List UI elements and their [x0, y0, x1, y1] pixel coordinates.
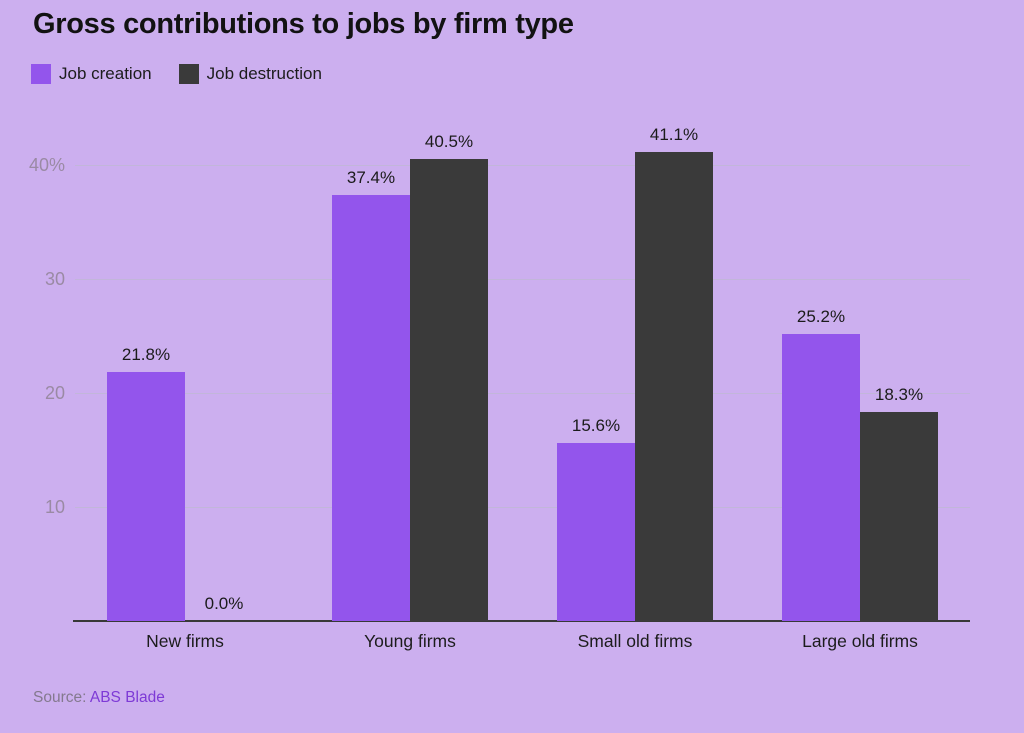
- bar-job-destruction: [410, 159, 488, 621]
- x-axis-category-label: Young firms: [364, 631, 456, 651]
- bar-job-creation: [107, 372, 185, 621]
- y-axis-label: 40%: [28, 155, 65, 175]
- bar-job-creation: [332, 194, 410, 621]
- bar-job-destruction: [860, 412, 938, 621]
- source-line: Source: ABS Blade: [33, 689, 165, 707]
- x-axis-category-label: Large old firms: [802, 631, 918, 651]
- bar-value-label: 25.2%: [796, 306, 846, 326]
- bar-group: 15.6% 41.1%: [557, 120, 713, 621]
- gridline: [75, 393, 970, 394]
- legend-label: Job creation: [59, 64, 152, 83]
- chart-title: Gross contributions to jobs by firm type: [33, 8, 574, 40]
- x-axis-line: [73, 620, 970, 622]
- y-axis-label: 10: [44, 497, 65, 517]
- legend-item-job-creation: Job creation: [31, 64, 152, 84]
- gridline: [75, 507, 970, 508]
- source-prefix: Source:: [33, 689, 90, 706]
- legend-swatch-icon: [31, 64, 51, 84]
- legend-label: Job destruction: [206, 64, 322, 83]
- bar-job-creation: [782, 333, 860, 621]
- x-axis-category-label: New firms: [146, 631, 224, 651]
- bar-value-label: 37.4%: [346, 167, 396, 187]
- source-link[interactable]: ABS Blade: [89, 689, 165, 706]
- bar-value-label: 40.5%: [424, 132, 474, 152]
- bar-value-label: 41.1%: [649, 125, 699, 145]
- legend-item-job-destruction: Job destruction: [178, 64, 322, 84]
- x-axis-category-label: Small old firms: [577, 631, 693, 651]
- bar-job-destruction: [635, 152, 713, 621]
- bar-group: 21.8% 0.0%: [107, 120, 263, 621]
- bar-value-label: 15.6%: [571, 416, 621, 436]
- bar-group: 25.2% 18.3%: [782, 120, 938, 621]
- bar-value-label: 0.0%: [204, 594, 244, 613]
- y-axis-label: 20: [44, 383, 65, 403]
- gridline: [75, 165, 970, 166]
- bar-job-creation: [557, 443, 635, 621]
- y-axis-label: 30: [44, 269, 65, 289]
- bar-group: 37.4% 40.5%: [332, 120, 488, 621]
- legend: Job creation Job destruction: [31, 64, 322, 84]
- bar-value-label: 18.3%: [874, 385, 924, 405]
- gridline: [75, 279, 970, 280]
- bar-value-label: 21.8%: [121, 345, 171, 365]
- plot-area: 21.8% 0.0% 37.4% 40.5% 15.6% 41.1% 25.2% 18.3%: [73, 120, 970, 622]
- legend-swatch-icon: [178, 64, 199, 84]
